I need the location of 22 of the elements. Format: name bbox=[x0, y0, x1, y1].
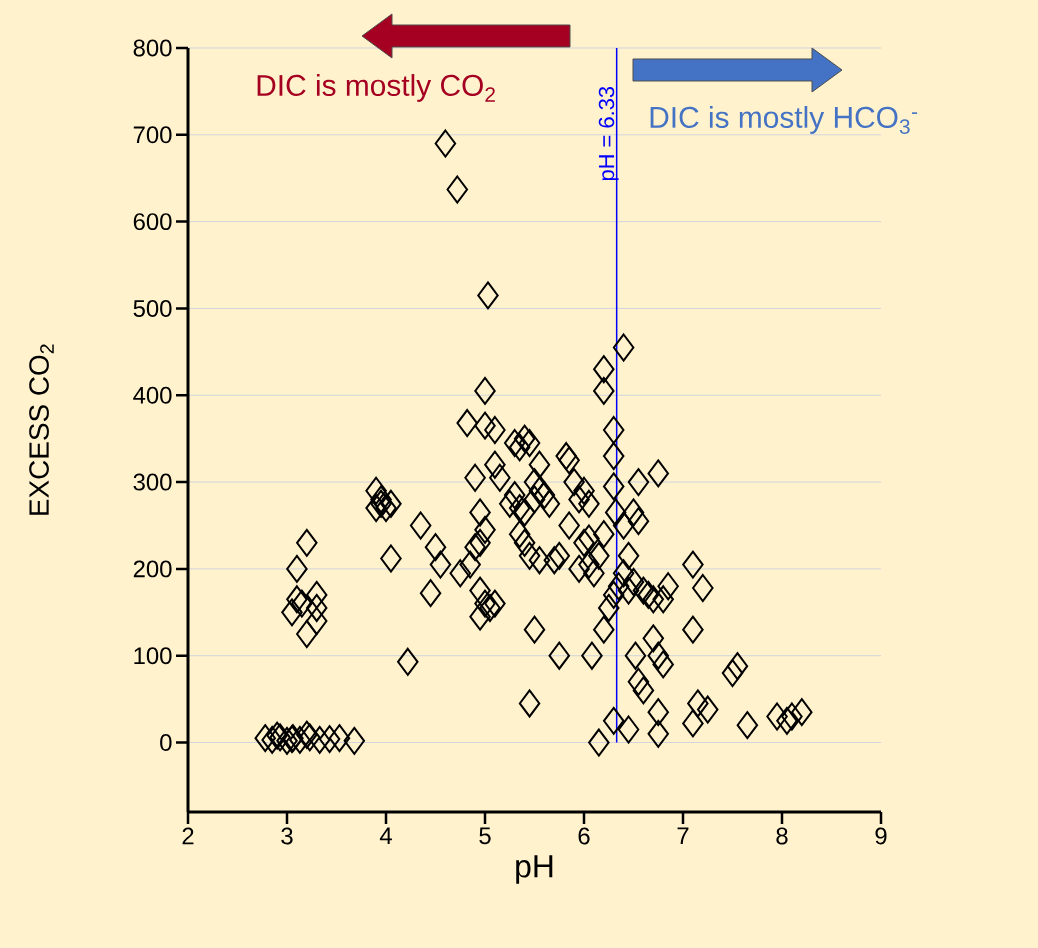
x-tick-label: 3 bbox=[281, 827, 293, 845]
y-tick-label: 800 bbox=[133, 39, 172, 57]
x-tick-label: 7 bbox=[677, 827, 689, 844]
x-axis-title: pH bbox=[516, 855, 553, 884]
annotation: DIC is mostly HCO$_{3}$- bbox=[650, 106, 918, 134]
y-axis-title: EXCESS CO$_{2}$ bbox=[29, 344, 54, 515]
y-tick-label: 500 bbox=[133, 299, 172, 317]
y-tick-label: 300 bbox=[133, 473, 172, 491]
ref-line-label: pH = 6.33 bbox=[598, 86, 619, 181]
x-tick-label: 6 bbox=[578, 827, 590, 845]
y-tick-label: 200 bbox=[133, 560, 172, 578]
x-tick-label: 2 bbox=[182, 827, 194, 845]
y-tick-label: 400 bbox=[133, 386, 172, 404]
x-tick-label: 4 bbox=[379, 827, 392, 844]
y-tick-label: 600 bbox=[133, 213, 172, 231]
x-tick-label: 8 bbox=[776, 827, 788, 845]
y-tick-label: 100 bbox=[134, 647, 172, 665]
x-tick-label: 5 bbox=[479, 827, 491, 845]
annotation: DIC is mostly CO$_{2}$ bbox=[257, 74, 495, 102]
y-tick-label: 700 bbox=[133, 126, 172, 144]
y-tick-label: 0 bbox=[160, 734, 172, 751]
x-tick-label: 9 bbox=[875, 827, 887, 845]
